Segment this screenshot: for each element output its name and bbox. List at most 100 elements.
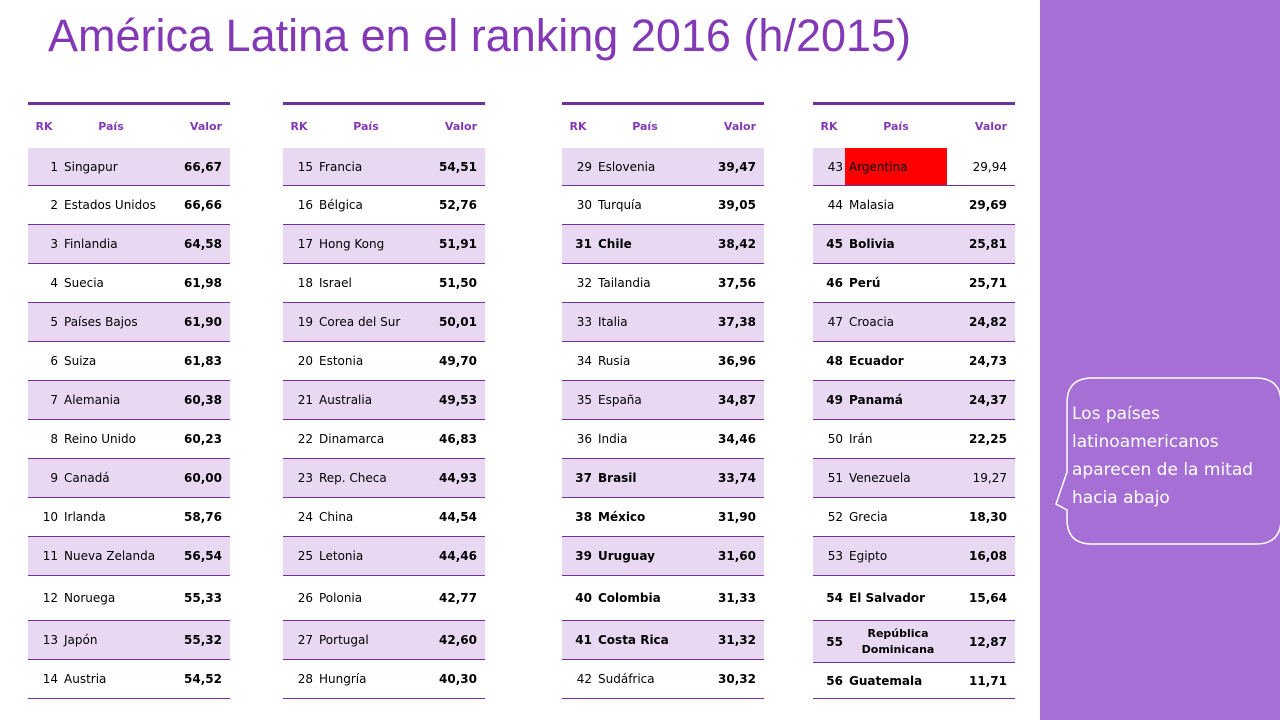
table-header: RK País Valor bbox=[813, 105, 1015, 148]
value-cell: 40,30 bbox=[439, 672, 477, 686]
country-cell: Rep. Checa bbox=[319, 471, 387, 485]
country-cell: Noruega bbox=[64, 591, 116, 605]
table-row: 44 Malasia 29,69 bbox=[813, 186, 1015, 225]
value-cell: 55,33 bbox=[184, 591, 222, 605]
country-cell: Países Bajos bbox=[64, 315, 138, 329]
rank-cell: 30 bbox=[576, 198, 592, 212]
header-pais: País bbox=[883, 119, 909, 133]
rank-cell: 52 bbox=[827, 510, 843, 524]
value-cell: 34,87 bbox=[718, 393, 756, 407]
country-cell: Perú bbox=[849, 276, 881, 290]
table-row: 53 Egipto 16,08 bbox=[813, 537, 1015, 576]
country-cell: Polonia bbox=[319, 591, 363, 605]
rank-cell: 53 bbox=[827, 549, 843, 563]
country-cell: Ecuador bbox=[849, 354, 904, 368]
rank-cell: 39 bbox=[575, 549, 592, 563]
country-cell: México bbox=[598, 510, 646, 524]
table-row: 6 Suiza 61,83 bbox=[28, 342, 230, 381]
table-row: 18 Israel 51,50 bbox=[283, 264, 485, 303]
country-cell: Egipto bbox=[849, 549, 888, 563]
rank-cell: 23 bbox=[297, 471, 313, 485]
country-cell: Bolivia bbox=[849, 237, 895, 251]
value-cell: 52,76 bbox=[439, 198, 477, 212]
country-cell: Portugal bbox=[319, 633, 369, 647]
country-cell: Grecia bbox=[849, 510, 888, 524]
value-cell: 16,08 bbox=[969, 549, 1007, 563]
rank-cell: 22 bbox=[297, 432, 313, 446]
country-cell: Malasia bbox=[849, 198, 895, 212]
value-cell: 49,70 bbox=[439, 354, 477, 368]
table-row: 41 Costa Rica 31,32 bbox=[562, 621, 764, 660]
table-row: 33 Italia 37,38 bbox=[562, 303, 764, 342]
table-header: RK País Valor bbox=[283, 105, 485, 148]
country-cell: Alemania bbox=[64, 393, 121, 407]
country-cell: Colombia bbox=[598, 591, 661, 605]
value-cell: 58,76 bbox=[184, 510, 222, 524]
table-row: 20 Estonia 49,70 bbox=[283, 342, 485, 381]
rank-cell: 7 bbox=[50, 393, 58, 407]
table-header: RK País Valor bbox=[562, 105, 764, 148]
table-row: 52 Grecia 18,30 bbox=[813, 498, 1015, 537]
rank-cell: 27 bbox=[297, 633, 313, 647]
country-cell: Argentina bbox=[845, 148, 947, 185]
slide-title: América Latina en el ranking 2016 (h/201… bbox=[48, 10, 912, 61]
table-row: 40 Colombia 31,33 bbox=[562, 576, 764, 621]
table-header: RK País Valor bbox=[28, 105, 230, 148]
country-cell: Japón bbox=[64, 633, 98, 647]
table-row: 38 México 31,90 bbox=[562, 498, 764, 537]
value-cell: 54,52 bbox=[184, 672, 222, 686]
table-row: 35 España 34,87 bbox=[562, 381, 764, 420]
rank-cell: 56 bbox=[826, 673, 843, 688]
rank-cell: 48 bbox=[826, 354, 843, 368]
country-cell: Suiza bbox=[64, 354, 97, 368]
table-row: 24 China 44,54 bbox=[283, 498, 485, 537]
value-cell: 29,69 bbox=[969, 198, 1007, 212]
country-cell: Australia bbox=[319, 393, 373, 407]
rank-cell: 50 bbox=[827, 432, 843, 446]
rank-cell: 28 bbox=[297, 672, 313, 686]
table-row: 4 Suecia 61,98 bbox=[28, 264, 230, 303]
table-row: 10 Irlanda 58,76 bbox=[28, 498, 230, 537]
value-cell: 31,90 bbox=[718, 510, 756, 524]
rank-cell: 41 bbox=[575, 633, 592, 647]
header-valor: Valor bbox=[974, 120, 1007, 133]
table-row: 47 Croacia 24,82 bbox=[813, 303, 1015, 342]
value-cell: 60,23 bbox=[184, 432, 222, 446]
table-row: 13 Japón 55,32 bbox=[28, 621, 230, 660]
header-rk: RK bbox=[35, 120, 53, 133]
table-row: 49 Panamá 24,37 bbox=[813, 381, 1015, 420]
value-cell: 22,25 bbox=[969, 432, 1007, 446]
value-cell: 44,93 bbox=[439, 471, 477, 485]
rank-cell: 6 bbox=[50, 354, 58, 368]
rank-cell: 17 bbox=[297, 237, 313, 251]
table-body: 43 Argentina 29,94 44 Malasia 29,69 45 Bolivia 2… bbox=[813, 148, 1015, 699]
value-cell: 66,66 bbox=[184, 198, 222, 212]
country-cell: Guatemala bbox=[849, 673, 923, 688]
rank-cell: 29 bbox=[576, 159, 592, 174]
country-cell: Eslovenia bbox=[598, 159, 656, 174]
header-rk: RK bbox=[820, 120, 838, 133]
value-cell: 50,01 bbox=[439, 315, 477, 329]
rank-cell: 16 bbox=[297, 198, 313, 212]
header-pais: País bbox=[632, 119, 658, 133]
rank-cell: 3 bbox=[50, 237, 58, 251]
value-cell: 46,83 bbox=[439, 432, 477, 446]
country-cell: Corea del Sur bbox=[319, 315, 401, 329]
rank-cell: 34 bbox=[576, 354, 592, 368]
table-row: 22 Dinamarca 46,83 bbox=[283, 420, 485, 459]
rank-cell: 12 bbox=[42, 591, 58, 605]
value-cell: 66,67 bbox=[184, 159, 222, 174]
country-cell: Irán bbox=[849, 432, 873, 446]
country-cell: Francia bbox=[319, 159, 363, 174]
value-cell: 56,54 bbox=[184, 549, 222, 563]
table-row: 2 Estados Unidos 66,66 bbox=[28, 186, 230, 225]
country-cell: Venezuela bbox=[849, 471, 911, 485]
table-row: 48 Ecuador 24,73 bbox=[813, 342, 1015, 381]
country-cell: Singapur bbox=[64, 159, 118, 174]
value-cell: 31,60 bbox=[718, 549, 756, 563]
value-cell: 38,42 bbox=[718, 237, 756, 251]
table-row: 12 Noruega 55,33 bbox=[28, 576, 230, 621]
table-row: 55 República Dominicana 12,87 bbox=[813, 621, 1015, 663]
country-cell: El Salvador bbox=[849, 591, 926, 605]
value-cell: 61,98 bbox=[184, 276, 222, 290]
